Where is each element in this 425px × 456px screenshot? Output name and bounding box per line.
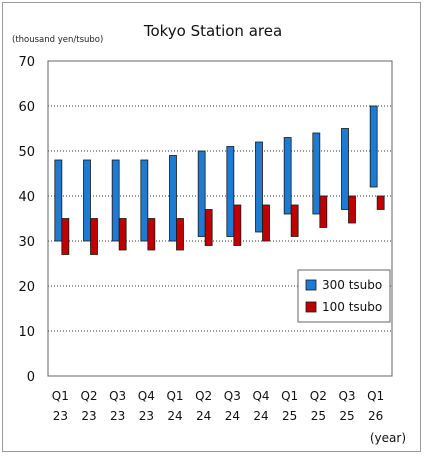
- bar-300-tsubo: [369, 105, 378, 188]
- bar-100-tsubo: [147, 218, 156, 251]
- x-tick-quarter: Q3: [109, 389, 126, 403]
- y-tick-label: 40: [18, 190, 35, 205]
- legend-label: 300 tsubo: [322, 278, 382, 292]
- bar-300-tsubo: [54, 159, 63, 242]
- bars: [54, 105, 385, 255]
- y-tick-label: 10: [18, 325, 35, 340]
- bar-100-tsubo: [176, 218, 184, 251]
- bar-300-tsubo: [111, 159, 120, 242]
- x-tick-quarter: Q1: [367, 389, 384, 403]
- y-tick-label: 30: [18, 235, 35, 250]
- x-axis-label: (year): [370, 431, 406, 445]
- x-tick-quarter: Q2: [195, 389, 212, 403]
- legend: 300 tsubo 100 tsubo: [297, 269, 391, 323]
- x-tick-quarter: Q4: [138, 389, 155, 403]
- bar-300-tsubo: [312, 132, 321, 215]
- legend-swatch: [305, 301, 317, 313]
- x-tick-year: 24: [253, 409, 268, 423]
- y-tick-label: 70: [18, 55, 35, 70]
- bar-100-tsubo: [204, 209, 213, 246]
- x-tick-year: 24: [196, 409, 211, 423]
- bar-300-tsubo: [255, 141, 263, 233]
- x-tick-quarter: Q4: [252, 389, 269, 403]
- plot-area: [47, 60, 393, 377]
- bar-100-tsubo: [348, 195, 356, 224]
- x-tick-year: 25: [311, 409, 326, 423]
- x-tick-year: 23: [139, 409, 154, 423]
- legend-box: [297, 269, 391, 323]
- x-tick-year: 25: [282, 409, 297, 423]
- legend-label: 100 tsubo: [322, 300, 382, 314]
- bar-100-tsubo: [233, 204, 242, 246]
- bar-100-tsubo: [376, 195, 385, 210]
- y-tick-label: 50: [18, 145, 35, 160]
- x-tick-quarter: Q1: [166, 389, 183, 403]
- bar-300-tsubo: [341, 128, 349, 210]
- x-tick-quarter: Q2: [80, 389, 97, 403]
- legend-swatch: [305, 279, 317, 291]
- x-tick-quarter: Q1: [52, 389, 69, 403]
- bar-300-tsubo: [169, 155, 177, 242]
- bar-100-tsubo: [61, 218, 70, 255]
- x-tick-quarter: Q1: [281, 389, 298, 403]
- bar-100-tsubo: [262, 204, 270, 242]
- y-tick-label: 60: [18, 100, 35, 115]
- x-tick-quarter: Q2: [310, 389, 327, 403]
- bar-100-tsubo: [118, 218, 127, 251]
- bar-300-tsubo: [140, 159, 149, 242]
- y-tick-label: 20: [18, 280, 35, 295]
- x-tick-year: 25: [339, 409, 354, 423]
- x-tick-year: 23: [81, 409, 96, 423]
- x-tick-year: 23: [53, 409, 68, 423]
- x-tick-year: 24: [225, 409, 240, 423]
- chart-title: Tokyo Station area: [143, 22, 282, 40]
- gridlines: [47, 60, 393, 377]
- bar-300-tsubo: [226, 146, 235, 237]
- y-axis-unit: (thousand yen/tsubo): [12, 35, 103, 45]
- bar-100-tsubo: [90, 218, 98, 255]
- bar-300-tsubo: [283, 137, 292, 215]
- x-tick-year: 23: [110, 409, 125, 423]
- x-tick-year: 26: [368, 409, 383, 423]
- bar-300-tsubo: [197, 150, 206, 237]
- x-tick-year: 24: [167, 409, 182, 423]
- y-tick-label: 0: [27, 370, 35, 385]
- y-tick-labels: 0 10 20 30 40 50 60 70: [18, 55, 35, 385]
- bar-300-tsubo: [83, 159, 91, 242]
- x-tick-labels: Q1 23 Q2 23 Q3 23 Q4 23 Q1 24 Q2 24 Q3 24 Q4 24 Q1 25 Q2 25…: [52, 389, 384, 423]
- bar-100-tsubo: [290, 204, 299, 237]
- x-tick-quarter: Q3: [224, 389, 241, 403]
- x-tick-quarter: Q3: [338, 389, 355, 403]
- bar-100-tsubo: [319, 195, 328, 228]
